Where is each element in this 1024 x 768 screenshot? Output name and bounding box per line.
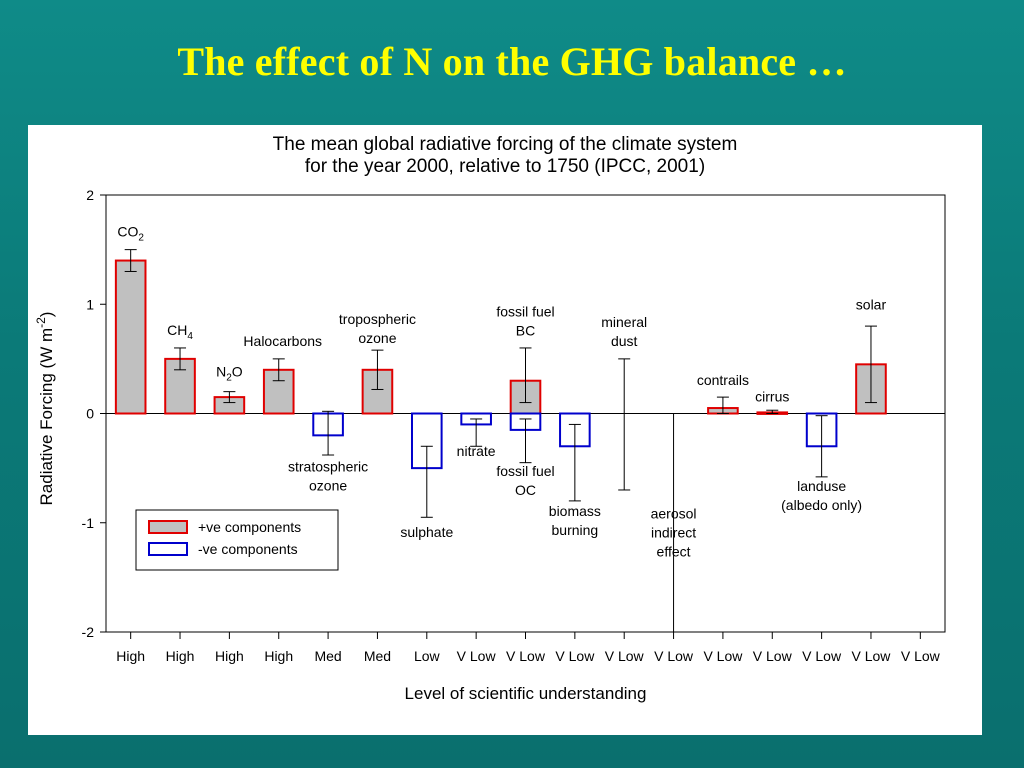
bar-annotation: (albedo only) xyxy=(781,497,862,513)
y-tick-label: 2 xyxy=(86,187,94,203)
bar-annotation: stratospheric xyxy=(288,458,368,474)
bar-annotation: landuse xyxy=(797,478,846,494)
chart-panel: The mean global radiative forcing of the… xyxy=(28,125,982,735)
x-tick-label: Low xyxy=(414,648,441,664)
bar-annotation: nitrate xyxy=(457,443,496,459)
y-tick-label: -1 xyxy=(82,515,95,531)
bar-annotation: sulphate xyxy=(400,524,453,540)
bar-annotation: cirrus xyxy=(755,388,789,404)
x-tick-label: V Low xyxy=(457,648,497,664)
bar-annotation: dust xyxy=(611,333,638,349)
y-axis-label: Radiative Forcing (W m-2) xyxy=(34,312,56,506)
x-tick-label: V Low xyxy=(852,648,892,664)
legend-swatch xyxy=(148,520,188,534)
x-tick-label: V Low xyxy=(703,648,743,664)
bar-annotation: ozone xyxy=(309,477,347,493)
x-tick-label: Med xyxy=(364,648,391,664)
chart-title-line: for the year 2000, relative to 1750 (IPC… xyxy=(305,156,705,177)
bar-annotation: tropospheric xyxy=(339,311,416,327)
bar-annotation: N2O xyxy=(216,363,243,383)
y-tick-label: 1 xyxy=(86,296,94,312)
legend-swatch xyxy=(148,542,188,556)
bar-annotation: BC xyxy=(516,322,535,338)
bar xyxy=(361,368,394,415)
bar-annotation: fossil fuel xyxy=(496,303,554,319)
x-tick-label: High xyxy=(215,648,244,664)
bar-annotation: contrails xyxy=(697,372,749,388)
legend-label: -ve components xyxy=(198,541,298,557)
x-tick-label: V Low xyxy=(605,648,645,664)
x-axis-label: Level of scientific understanding xyxy=(405,684,647,703)
x-tick-label: V Low xyxy=(654,648,694,664)
x-tick-label: V Low xyxy=(506,648,546,664)
bar-annotation: fossil fuel xyxy=(496,463,554,479)
slide-title: The effect of N on the GHG balance … xyxy=(177,39,847,84)
radiative-forcing-chart: The mean global radiative forcing of the… xyxy=(34,134,946,703)
bar-annotation: solar xyxy=(856,297,887,313)
x-tick-label: Med xyxy=(314,648,341,664)
bar-annotation: CO2 xyxy=(117,224,144,244)
x-tick-label: High xyxy=(116,648,145,664)
bar-annotation: ozone xyxy=(358,330,396,346)
bar xyxy=(114,259,147,415)
bar-annotation: biomass xyxy=(549,503,601,519)
bar-annotation: OC xyxy=(515,482,536,498)
chart-title-line: The mean global radiative forcing of the… xyxy=(273,134,738,155)
x-tick-label: High xyxy=(166,648,195,664)
y-tick-label: -2 xyxy=(82,624,95,640)
x-tick-label: V Low xyxy=(555,648,595,664)
x-tick-label: V Low xyxy=(753,648,793,664)
legend-label: +ve components xyxy=(198,519,301,535)
x-tick-label: V Low xyxy=(901,648,941,664)
bar-annotation: Halocarbons xyxy=(243,333,322,349)
x-tick-label: V Low xyxy=(802,648,842,664)
bar-annotation: mineral xyxy=(601,314,647,330)
y-tick-label: 0 xyxy=(86,406,94,422)
bar-annotation: burning xyxy=(552,522,599,538)
bar-annotation: indirect xyxy=(651,524,696,540)
bar-annotation: aerosol xyxy=(651,505,697,521)
x-tick-label: High xyxy=(264,648,293,664)
bar-annotation: CH4 xyxy=(167,322,193,342)
bar-annotation: effect xyxy=(657,543,691,559)
